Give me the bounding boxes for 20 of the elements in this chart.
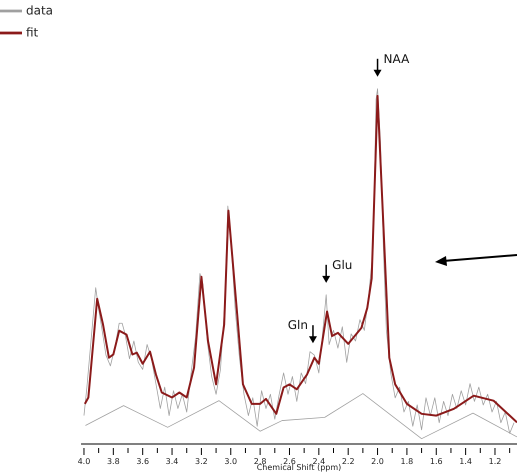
x-tick-label: 2.2 bbox=[342, 457, 355, 466]
x-tick-label: 4.0 bbox=[78, 457, 90, 466]
x-tick-label: 1.8 bbox=[400, 457, 414, 466]
x-tick-label: 1.2 bbox=[488, 457, 502, 466]
legend-label: fit bbox=[26, 25, 38, 40]
annotation: Glu bbox=[332, 258, 352, 272]
legend-label: data bbox=[26, 3, 54, 18]
x-tick-label: 1.6 bbox=[430, 457, 443, 466]
x-axis-title: Chemical Shift (ppm) bbox=[256, 463, 342, 472]
x-tick-label: 3.6 bbox=[136, 457, 150, 466]
x-tick-label: 3.8 bbox=[106, 457, 120, 466]
x-tick-label: 3.4 bbox=[166, 457, 178, 466]
x-tick-label: 2.6 bbox=[283, 457, 296, 466]
x-tick-label: 1.4 bbox=[459, 457, 472, 466]
x-tick-label: 2.8 bbox=[254, 457, 266, 466]
x-tick-label: 3.0 bbox=[224, 457, 238, 466]
annotation: Gln bbox=[288, 318, 308, 332]
x-tick-label: 3.2 bbox=[195, 457, 208, 466]
x-tick-label: 2.0 bbox=[371, 457, 384, 466]
annotation: NAA bbox=[384, 52, 410, 66]
